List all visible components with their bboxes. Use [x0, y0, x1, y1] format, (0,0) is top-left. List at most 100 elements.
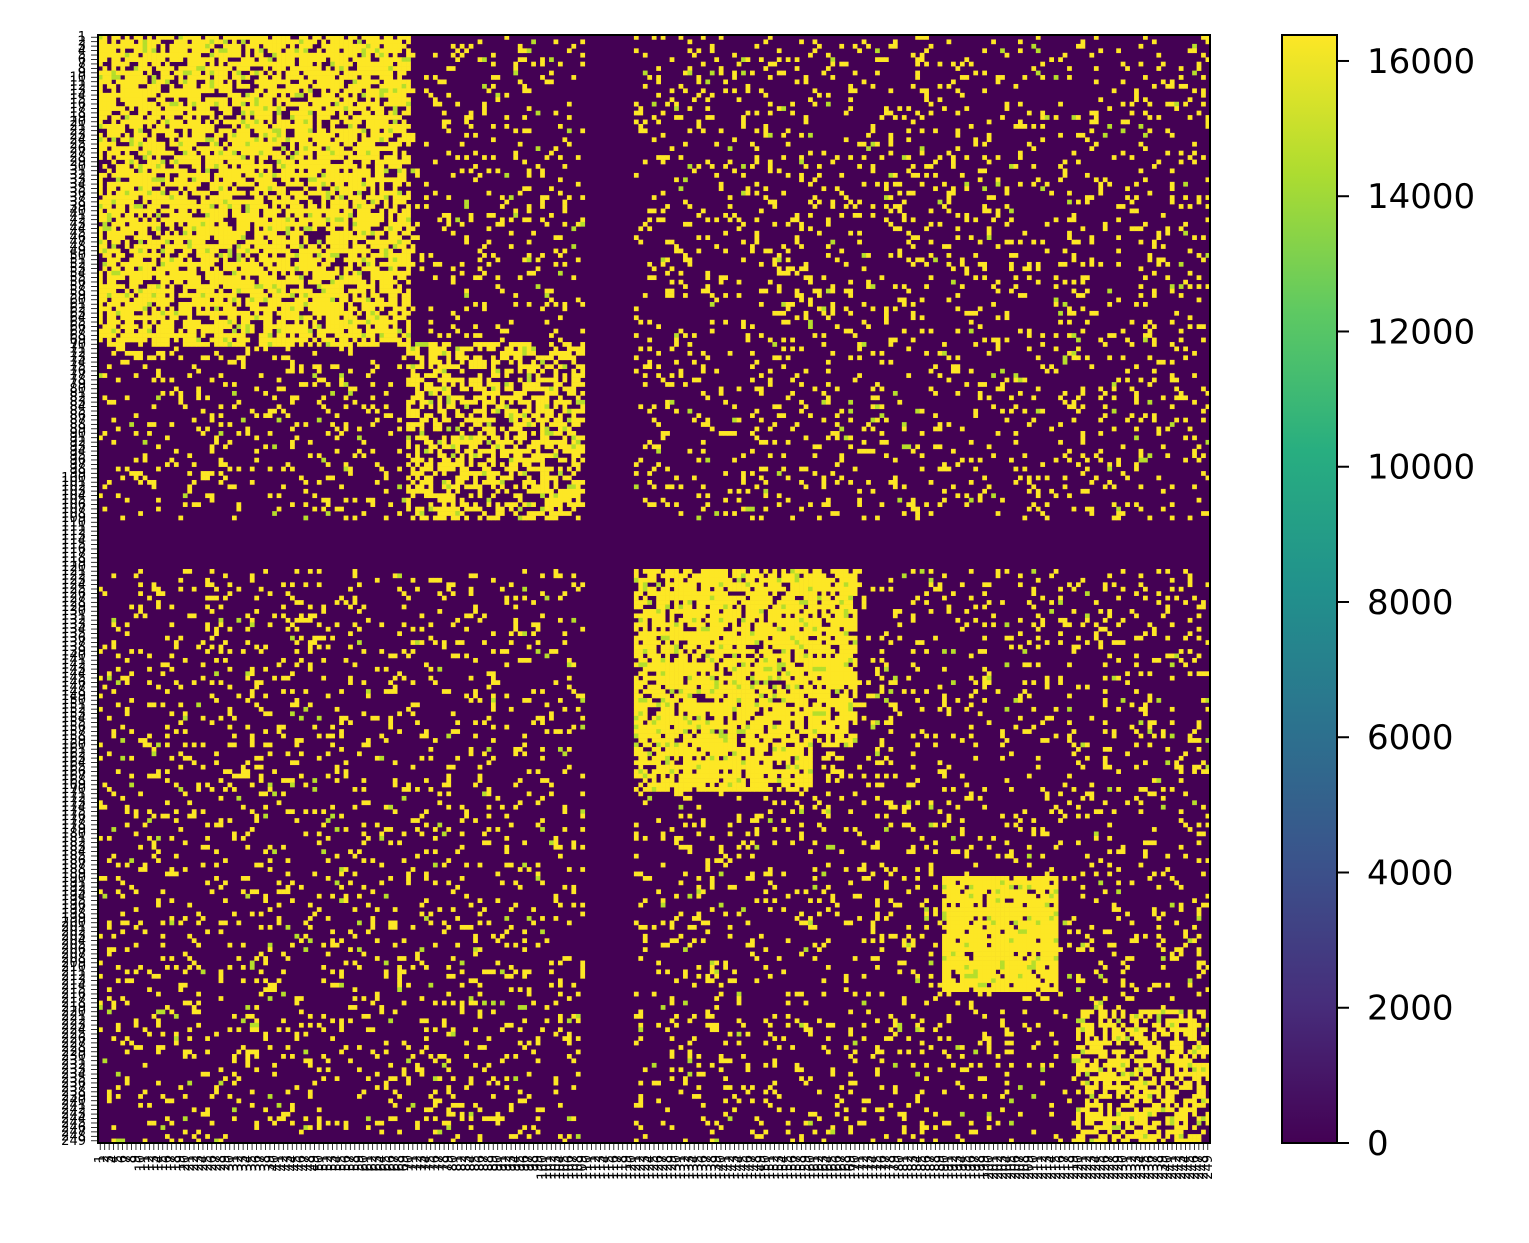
heatmap-cell	[98, 48, 103, 54]
heatmap-cell	[1165, 128, 1171, 134]
heatmap-cell	[1013, 284, 1019, 289]
heatmap-cell	[973, 141, 979, 147]
heatmap-cell	[473, 164, 478, 169]
heatmap-cell	[1058, 310, 1063, 316]
heatmap-cell	[98, 106, 103, 111]
heatmap-cell	[401, 70, 407, 76]
heatmap-cell	[406, 226, 411, 232]
heatmap-cell	[200, 137, 206, 143]
heatmap-cell	[348, 106, 353, 111]
heatmap-cell	[223, 199, 228, 205]
heatmap-cell	[522, 186, 528, 192]
heatmap-cell	[486, 190, 492, 196]
heatmap-cell	[240, 270, 246, 276]
heatmap-cell	[236, 141, 242, 147]
heatmap-cell	[508, 195, 514, 200]
heatmap-cell	[1116, 235, 1121, 240]
heatmap-cell	[459, 168, 465, 174]
heatmap-cell	[450, 324, 456, 329]
heatmap-cell	[115, 35, 121, 40]
heatmap-cell	[111, 199, 117, 205]
heatmap-cell	[276, 293, 282, 298]
heatmap-cell	[231, 172, 237, 178]
heatmap-cell	[526, 88, 532, 94]
heatmap-cell	[227, 43, 233, 49]
heatmap-cell	[102, 146, 108, 151]
heatmap-cell	[383, 43, 389, 49]
heatmap-cell	[111, 52, 117, 58]
heatmap-cell	[312, 226, 318, 232]
heatmap-cell	[129, 293, 135, 298]
heatmap-cell	[406, 155, 411, 160]
heatmap-cell	[111, 141, 117, 147]
heatmap-cell	[231, 146, 237, 151]
heatmap-cell	[906, 168, 912, 174]
heatmap-cell	[245, 279, 251, 285]
heatmap-cell	[187, 284, 193, 289]
heatmap-cell	[1129, 155, 1135, 160]
heatmap-cell	[955, 128, 961, 134]
heatmap-cell	[937, 83, 943, 89]
heatmap-cell	[526, 270, 532, 276]
heatmap-cell	[808, 97, 813, 103]
heatmap-cell	[718, 35, 724, 40]
heatmap-cell	[218, 132, 224, 138]
heatmap-cell	[205, 293, 210, 298]
heatmap-cell	[169, 132, 175, 138]
heatmap-cell	[352, 244, 358, 249]
heatmap-cell	[383, 301, 389, 307]
heatmap-cell	[160, 119, 166, 125]
heatmap-cell	[348, 35, 353, 40]
heatmap-cell	[1156, 257, 1162, 263]
heatmap-cell	[406, 48, 411, 54]
heatmap-cell	[683, 141, 688, 147]
heatmap-cell	[147, 48, 152, 54]
heatmap-cell	[276, 79, 282, 85]
heatmap-cell	[580, 328, 586, 334]
heatmap-cell	[982, 186, 988, 192]
heatmap-cell	[946, 83, 952, 89]
heatmap-cell	[401, 217, 407, 223]
heatmap-cell	[231, 137, 237, 143]
heatmap-cell	[316, 253, 322, 258]
heatmap-cell	[691, 333, 697, 338]
heatmap-cell	[276, 35, 282, 40]
heatmap-cell	[379, 52, 385, 58]
heatmap-cell	[196, 226, 202, 232]
heatmap-cell	[312, 221, 318, 227]
heatmap-cell	[767, 199, 773, 205]
heatmap-cell	[214, 235, 219, 240]
heatmap-cell	[924, 261, 929, 267]
heatmap-cell	[334, 253, 340, 258]
heatmap-cell	[227, 119, 233, 125]
heatmap-cell	[254, 297, 260, 303]
heatmap-cell	[133, 101, 139, 107]
heatmap-cell	[209, 284, 215, 289]
heatmap-cell	[432, 75, 438, 80]
heatmap-cell	[254, 284, 260, 289]
heatmap-cell	[200, 235, 206, 240]
heatmap-cell	[910, 337, 916, 343]
heatmap-cell	[870, 141, 876, 147]
heatmap-cell	[401, 61, 407, 67]
heatmap-cell	[138, 141, 143, 147]
heatmap-cell	[307, 177, 313, 183]
heatmap-cell	[151, 150, 157, 156]
heatmap-cell	[312, 324, 318, 329]
heatmap-cell	[227, 61, 233, 67]
heatmap-cell	[303, 337, 309, 343]
heatmap-cell	[910, 119, 916, 125]
heatmap-cell	[950, 79, 956, 85]
heatmap-cell	[1084, 275, 1090, 281]
heatmap-cell	[272, 288, 277, 294]
heatmap-cell	[272, 195, 277, 200]
heatmap-cell	[834, 324, 840, 329]
heatmap-cell	[98, 43, 103, 49]
heatmap-cell	[1080, 279, 1086, 285]
heatmap-cell	[156, 239, 161, 245]
heatmap-cell	[352, 293, 358, 298]
heatmap-cell	[365, 61, 371, 67]
heatmap-cell	[741, 115, 746, 120]
heatmap-cell	[1098, 48, 1104, 54]
heatmap-cell	[276, 141, 282, 147]
